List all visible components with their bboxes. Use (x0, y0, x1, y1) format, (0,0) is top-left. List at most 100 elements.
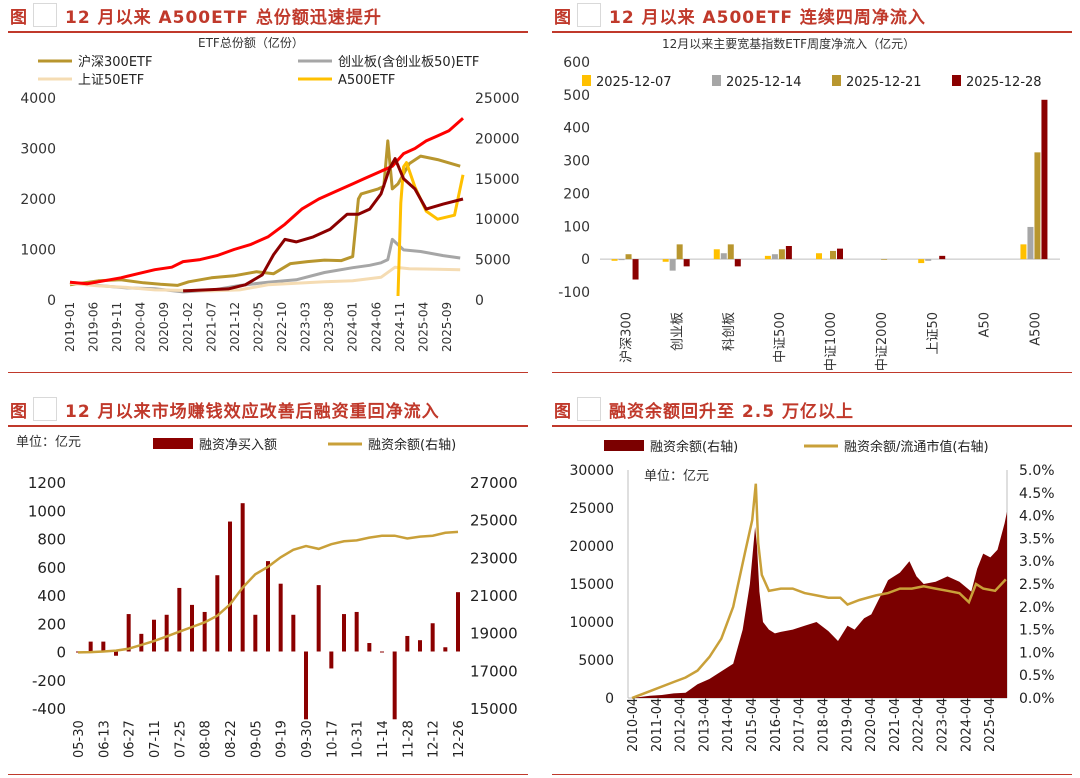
bar (139, 633, 144, 652)
bar (830, 250, 836, 260)
panel-weekly-inflow: 图 12 月以来 A500ETF 连续四周净流入 12月以来主要宽基指数ETF周… (552, 0, 1072, 374)
x-tick-label: 2014-04 (721, 698, 736, 752)
y-tick-label-left: 200 (37, 615, 66, 633)
x-tick-label: 09-19 (275, 720, 290, 758)
bar (215, 575, 220, 652)
bar (329, 651, 334, 669)
bar (939, 255, 946, 260)
x-tick-label: 沪深300 (619, 312, 635, 363)
series-line (69, 139, 461, 287)
bottom-rule (8, 774, 528, 775)
bar (611, 259, 618, 261)
margin-balance-area-chart: 0 5000 10000 15000 20000 25000 30000 0.0% 0.5% 1.… (569, 439, 1055, 752)
x-tick-label: 09-30 (300, 720, 315, 758)
bottom-rule (8, 372, 528, 373)
bar (88, 641, 93, 652)
x-tick-label: 2024-04 (959, 698, 974, 752)
x-tick-label: 2022-05 (251, 302, 265, 352)
x-tick-label: 2019-04 (840, 698, 855, 752)
bar (837, 248, 843, 260)
bar (443, 647, 448, 652)
y-tick-label-right: 0.0% (1019, 691, 1055, 707)
x-tick-label: 2013-04 (697, 698, 712, 752)
bar (683, 259, 690, 267)
y-tick-label-right: 15000 (475, 172, 520, 188)
y-tick-label: 600 (563, 55, 590, 71)
bar (392, 651, 397, 720)
bar (632, 259, 639, 280)
y-tick-label-right: 2.0% (1019, 600, 1055, 616)
y-tick-label-left: -400 (32, 700, 66, 718)
figure-label: 图 (554, 7, 571, 28)
y-tick-label-left: -200 (32, 672, 66, 690)
y-tick-label-right: 27000 (470, 474, 518, 492)
title-rule (552, 425, 1072, 427)
bar (266, 561, 270, 652)
y-tick-label-left: 20000 (569, 539, 614, 555)
y-tick-label-left: 3000 (20, 142, 56, 158)
x-tick-label: 10-31 (351, 720, 366, 758)
bar (253, 614, 258, 652)
bar (240, 503, 245, 652)
y-tick-label-right: 0 (475, 293, 484, 309)
y-tick-label-right: 5000 (475, 253, 511, 269)
x-tick-label: 2015-04 (745, 698, 760, 752)
bar (456, 592, 460, 652)
y-tick-label: -100 (558, 285, 590, 301)
x-tick-label: 2021-07 (204, 302, 218, 352)
x-tick-label: 12-12 (427, 720, 442, 758)
x-tick-label: 07-11 (148, 720, 163, 758)
bar (1041, 99, 1048, 260)
x-tick-label: 科创板 (722, 312, 737, 351)
bar (785, 246, 792, 260)
x-tick-label: 上证50 (926, 312, 941, 355)
y-tick-label-right: 4.0% (1019, 509, 1055, 525)
bar (228, 521, 232, 652)
x-tick-label: 2025-04 (983, 698, 998, 752)
x-tick-label: 2021-02 (181, 302, 195, 352)
y-tick-label-left: 800 (37, 531, 66, 549)
x-tick-label: 2018-04 (816, 698, 831, 752)
x-tick-label: 2025-09 (440, 302, 454, 352)
x-tick-label: 2019-06 (87, 302, 101, 352)
bar (114, 651, 118, 656)
x-tick-label: 12-26 (452, 720, 467, 758)
bar (177, 587, 182, 652)
panel-header: 图 12 月以来市场赚钱效应改善后融资重回净流入 (8, 394, 528, 424)
y-tick-label: 500 (563, 88, 590, 104)
panel-title: 融资余额回升至 2.5 万亿以上 (609, 401, 854, 422)
legend-swatch (952, 75, 961, 86)
bar (918, 259, 925, 264)
series-line (183, 157, 464, 293)
y-tick-label-right: 17000 (470, 662, 518, 680)
bar (720, 253, 727, 260)
bar (734, 259, 741, 267)
legend-swatch (712, 75, 721, 86)
y-tick-label-right: 5.0% (1019, 463, 1055, 479)
panel-header: 图 融资余额回升至 2.5 万亿以上 (552, 394, 1072, 424)
bar (727, 244, 734, 260)
x-tick-label: 2023-03 (299, 302, 313, 352)
series-line (69, 117, 464, 286)
legend-label: 融资余额(右轴) (368, 437, 456, 453)
x-tick-label: 10-17 (325, 720, 340, 758)
y-tick-label-left: 4000 (20, 91, 56, 107)
y-tick-label-right: 3.0% (1019, 554, 1055, 570)
y-tick-label-right: 0.5% (1019, 668, 1055, 684)
bar (1027, 226, 1034, 260)
figure-number-box (577, 3, 601, 27)
y-tick-label-right: 25000 (475, 91, 520, 107)
x-tick-label: 2011-04 (650, 698, 665, 752)
x-tick-label: 09-05 (249, 720, 264, 758)
y-tick-label-left: 0 (56, 644, 66, 662)
legend-swatch (604, 440, 644, 451)
x-tick-label: 2020-09 (157, 302, 171, 352)
y-tick-label-right: 23000 (470, 549, 518, 567)
legend-swatch (153, 438, 193, 449)
bar (126, 614, 131, 652)
legend-label: 融资余额/流通市值(右轴) (844, 439, 989, 455)
y-tick-label-right: 1.0% (1019, 645, 1055, 661)
share-line-chart: ETF总份额（亿份） 0 1000 2000 3000 4000 0 5000 10000 150… (20, 35, 520, 352)
bar (152, 619, 156, 652)
bar (676, 244, 683, 260)
